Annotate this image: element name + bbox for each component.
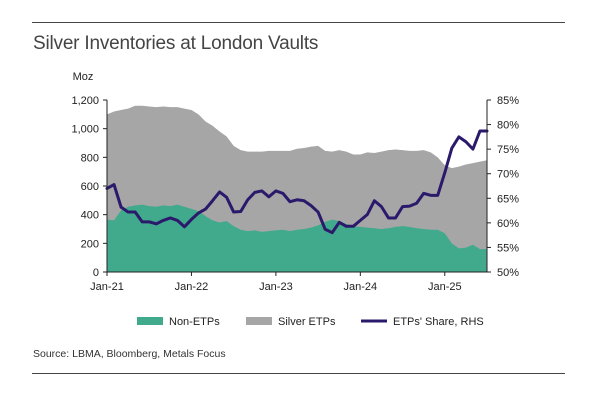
left-axis-unit: Moz	[73, 71, 94, 83]
x-tick-label: Jan-21	[90, 281, 124, 293]
right-tick-label: 65%	[497, 193, 519, 205]
top-rule	[32, 22, 565, 23]
legend-label-2: Silver ETPs	[278, 316, 336, 328]
left-tick-label: 400	[81, 210, 99, 222]
legend-swatch-1	[137, 317, 163, 325]
left-tick-label: 800	[81, 152, 99, 164]
x-tick-label: Jan-22	[175, 281, 209, 293]
right-tick-label: 85%	[497, 95, 519, 107]
x-tick-label: Jan-24	[344, 281, 378, 293]
right-tick-label: 80%	[497, 120, 519, 132]
right-tick-label: 55%	[497, 242, 519, 254]
right-tick-label: 70%	[497, 169, 519, 181]
legend-swatch-2	[246, 317, 272, 325]
source-note: Source: LBMA, Bloomberg, Metals Focus	[33, 348, 226, 360]
non-etps-area	[107, 204, 487, 272]
right-tick-label: 60%	[497, 218, 519, 230]
left-tick-label: 200	[81, 238, 99, 250]
right-tick-label: 50%	[497, 267, 519, 279]
left-tick-label: 600	[81, 181, 99, 193]
legend-label-1: Non-ETPs	[169, 316, 220, 328]
right-tick-label: 75%	[497, 144, 519, 156]
x-tick-label: Jan-23	[259, 281, 293, 293]
x-tick-label: Jan-25	[428, 281, 462, 293]
chart-title: Silver Inventories at London Vaults	[33, 33, 319, 54]
left-tick-label: 1,000	[71, 124, 99, 136]
bottom-rule	[32, 373, 565, 374]
legend-label-3: ETPs' Share, RHS	[393, 316, 484, 328]
left-tick-label: 0	[93, 267, 99, 279]
left-tick-label: 1,200	[71, 95, 99, 107]
etps-share-line	[105, 129, 489, 235]
